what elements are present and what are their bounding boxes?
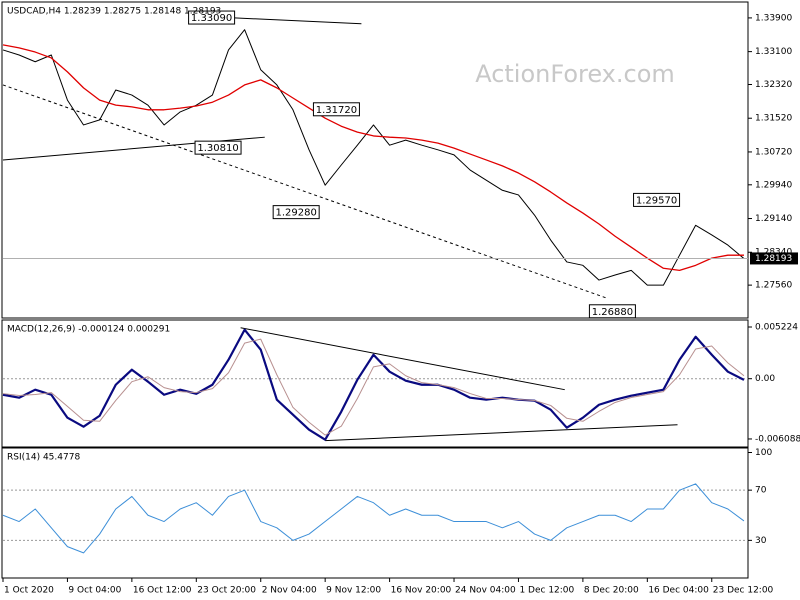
- pane-frame: [1, 1, 749, 319]
- x-tick-label: 23 Oct 20:00: [197, 586, 256, 596]
- x-tick-label: 16 Dec 04:00: [648, 586, 709, 596]
- watermark: ActionForex.com: [475, 60, 675, 88]
- annotation-box: [188, 10, 236, 25]
- x-tick-label: 1 Dec 12:00: [519, 586, 574, 596]
- series-line: [2, 338, 745, 436]
- x-tick-label: 1 Oct 2020: [4, 586, 54, 596]
- x-tick-label: 8 Dec 20:00: [584, 586, 639, 596]
- annotation-box: [272, 205, 320, 220]
- x-tick-label: 9 Nov 12:00: [326, 586, 381, 596]
- y-tick-label: 70: [755, 486, 767, 496]
- y-tick-label: 1.29940: [755, 180, 792, 190]
- annotation-label: 1.26880: [592, 307, 633, 318]
- series-line: [2, 29, 745, 286]
- y-tick-label: 1.30720: [755, 147, 792, 157]
- x-tick-label: 16 Nov 20:00: [391, 586, 452, 596]
- annotation-box: [633, 192, 681, 207]
- y-tick-label: 1.27560: [755, 281, 792, 291]
- trend-line: [325, 424, 678, 442]
- annotation-box: [194, 140, 242, 155]
- last-price-box: [750, 252, 798, 265]
- annotation-label: 1.33090: [191, 13, 232, 24]
- annotation-label: 1.29280: [275, 208, 316, 219]
- y-tick-label: 0.00: [755, 374, 775, 384]
- annotation-label: 1.31720: [316, 105, 357, 116]
- y-tick-label: 1.33100: [755, 47, 792, 57]
- annotation-label: 1.29570: [636, 195, 677, 206]
- y-tick-label: 100: [755, 448, 772, 458]
- pane-frame: [1, 447, 749, 579]
- x-tick-label: 23 Dec 12:00: [713, 586, 774, 596]
- pane-title: MACD(12,26,9) -0.000124 0.000291: [7, 325, 170, 335]
- trend-line: [240, 327, 565, 391]
- pane-frame: [1, 319, 749, 448]
- trend-line: [2, 84, 608, 299]
- pane-title: RSI(14) 45.4778: [7, 453, 80, 463]
- y-tick-label: 30: [755, 536, 767, 546]
- y-tick-label: -0.006088: [755, 434, 800, 444]
- series-line: [2, 44, 744, 272]
- x-tick-label: 24 Nov 04:00: [455, 586, 516, 596]
- y-tick-label: 1.32320: [755, 80, 792, 90]
- x-tick-label: 2 Nov 04:00: [262, 586, 317, 596]
- annotation-box: [312, 102, 360, 117]
- annotation-box: [588, 304, 636, 319]
- last-price-label: 1.28193: [755, 254, 792, 264]
- y-tick-label: 0.005224: [755, 323, 798, 333]
- y-tick-label: 1.33900: [755, 13, 792, 23]
- y-tick-label: 1.31520: [755, 114, 792, 124]
- series-line: [2, 328, 745, 441]
- series-line: [2, 483, 745, 554]
- y-tick-label: 1.29140: [755, 214, 792, 224]
- annotation-label: 1.30810: [197, 143, 238, 154]
- x-tick-label: 16 Oct 12:00: [133, 586, 192, 596]
- pane-title: USDCAD,H4 1.28239 1.28275 1.28148 1.2819…: [7, 7, 221, 17]
- x-tick-label: 9 Oct 04:00: [68, 586, 121, 596]
